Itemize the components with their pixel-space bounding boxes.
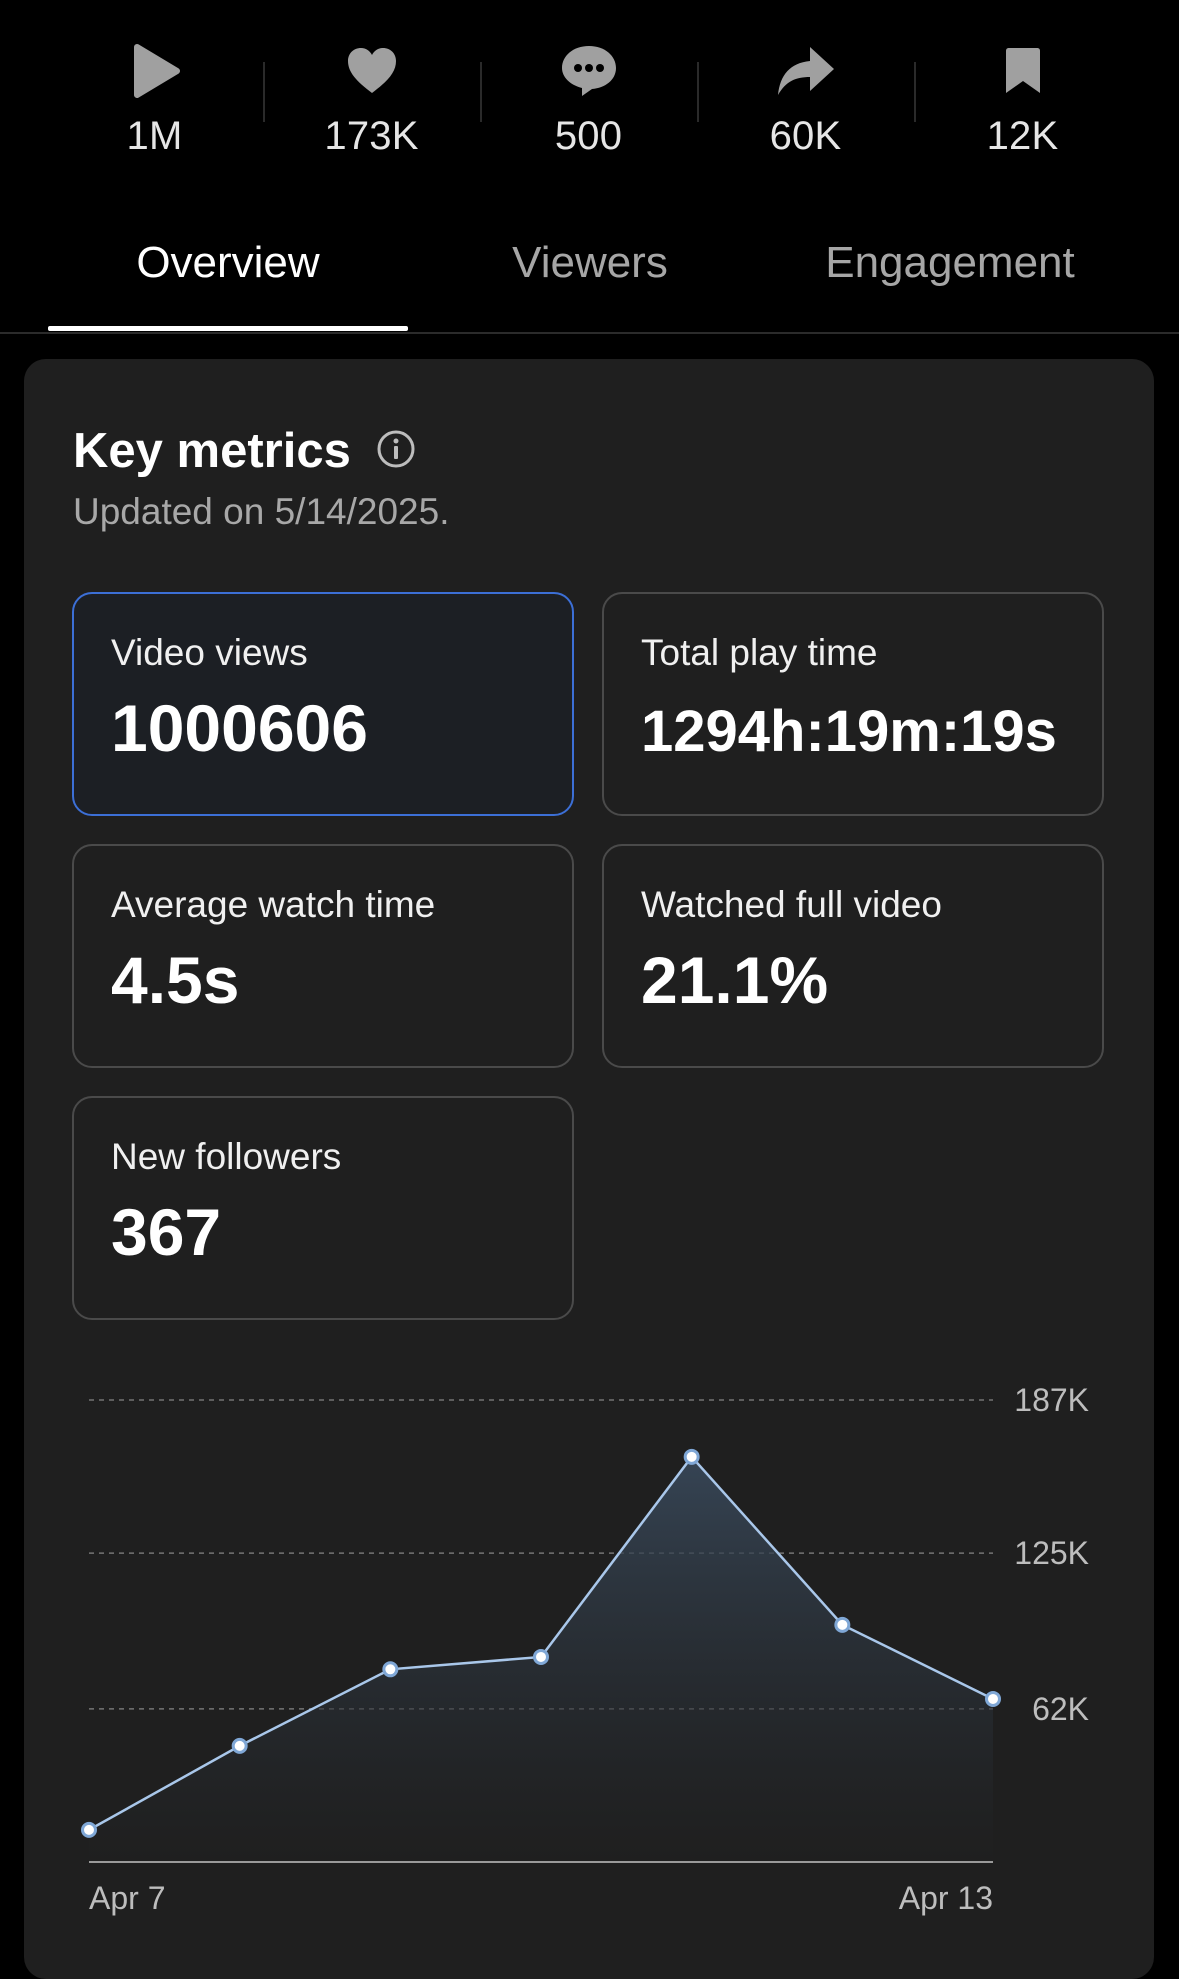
share-icon	[697, 40, 914, 102]
section-title: Key metrics	[73, 424, 351, 478]
metric-value: 21.1%	[641, 943, 829, 1017]
metric-label: Total play time	[641, 632, 878, 673]
tab-bar: Overview Viewers Engagement	[0, 238, 1179, 334]
metric-label: Video views	[111, 632, 308, 673]
data-point	[533, 1648, 549, 1665]
stat-plays: 1M	[46, 40, 263, 159]
metric-value: 367	[111, 1195, 222, 1269]
divider	[914, 62, 916, 122]
x-tick-label: Apr 7	[89, 1880, 165, 1916]
metric-card-total-play-time[interactable]: Total play time 1294h:19m:19s	[602, 592, 1104, 816]
stat-value: 60K	[769, 114, 842, 158]
divider	[263, 62, 265, 122]
data-point	[985, 1690, 1001, 1707]
y-tick-label: 62K	[1032, 1691, 1089, 1727]
stat-comments: 500	[480, 40, 697, 159]
stats-row: 1M 173K 500 60K 12K	[0, 0, 1179, 190]
stat-value: 173K	[324, 114, 419, 158]
data-point	[683, 1448, 700, 1465]
metric-label: New followers	[111, 1136, 342, 1177]
stat-value: 12K	[986, 114, 1059, 158]
x-tick-label: Apr 13	[899, 1880, 993, 1916]
metric-card-average-watch-time[interactable]: Average watch time 4.5s	[72, 844, 574, 1068]
metric-value: 1000606	[111, 691, 368, 765]
divider	[697, 62, 699, 122]
metric-card-watched-full-video[interactable]: Watched full video 21.1%	[602, 844, 1104, 1068]
metric-card-video-views[interactable]: Video views 1000606	[72, 592, 574, 816]
key-metrics-card: Key metrics Updated on 5/14/2025. Video …	[24, 359, 1154, 1979]
data-point	[231, 1737, 248, 1754]
bookmark-icon	[914, 40, 1131, 102]
y-tick-label: 187K	[1014, 1382, 1089, 1418]
data-point	[382, 1661, 399, 1678]
metric-value: 4.5s	[111, 943, 240, 1017]
heart-icon	[263, 40, 480, 102]
metric-label: Watched full video	[641, 884, 942, 925]
tab-overview[interactable]: Overview	[136, 238, 320, 287]
tab-viewers[interactable]: Viewers	[512, 238, 668, 287]
stat-likes: 173K	[263, 40, 480, 159]
info-icon[interactable]	[376, 429, 416, 474]
tab-engagement[interactable]: Engagement	[825, 238, 1075, 287]
comment-icon	[480, 40, 697, 102]
metric-label: Average watch time	[111, 884, 436, 925]
stat-value: 500	[554, 114, 623, 158]
video-views-chart: 62K 125K 187K Apr 7 Apr 13	[81, 1382, 1089, 1916]
play-icon	[46, 40, 263, 102]
active-tab-indicator	[48, 326, 408, 331]
tabs-divider	[0, 332, 1179, 334]
stat-saves: 12K	[914, 40, 1131, 159]
data-point	[81, 1821, 97, 1838]
y-tick-label: 125K	[1014, 1535, 1089, 1571]
metric-value: 1294h:19m:19s	[641, 699, 1057, 764]
updated-text: Updated on 5/14/2025.	[73, 491, 450, 532]
stat-shares: 60K	[697, 40, 914, 159]
stat-value: 1M	[126, 114, 183, 158]
data-point	[834, 1616, 851, 1633]
divider	[480, 62, 482, 122]
metric-card-new-followers[interactable]: New followers 367	[72, 1096, 574, 1320]
